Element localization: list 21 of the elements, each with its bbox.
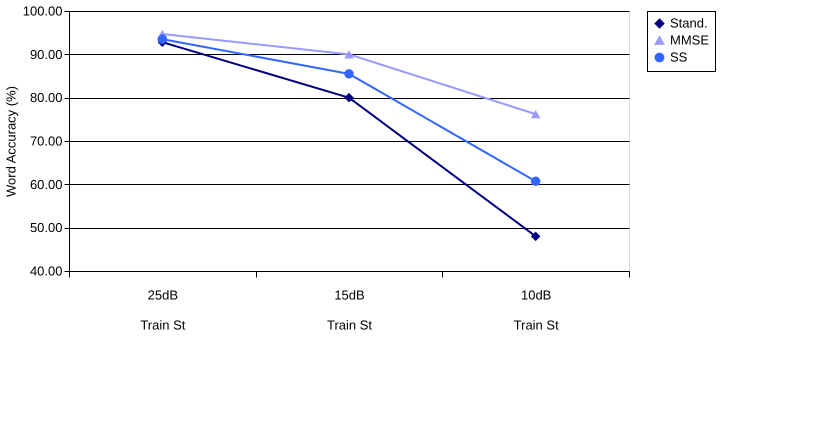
legend-label: MMSE — [670, 32, 710, 48]
y-tick-label: 60.00 — [30, 176, 62, 192]
point — [344, 92, 354, 102]
point — [530, 232, 540, 242]
point — [344, 50, 354, 58]
legend-label: SS — [670, 50, 688, 64]
x-tick-label: 25dB Train St — [140, 288, 186, 332]
x-tick-label: 10dB Train St — [514, 288, 560, 332]
y-tick-label: 40.00 — [30, 264, 62, 278]
point — [530, 176, 540, 186]
y-tick-label: 100.00 — [22, 4, 62, 18]
legend-label: Stand. — [670, 16, 708, 30]
y-tick-label: 80.00 — [30, 90, 62, 106]
point — [344, 69, 354, 79]
point — [530, 110, 540, 118]
point — [158, 34, 168, 44]
y-tick-label: 70.00 — [30, 134, 62, 148]
y-tick-label: 90.00 — [30, 46, 62, 62]
y-axis-title: Word Accuracy (%) — [4, 86, 19, 198]
y-tick-label: 50.00 — [30, 220, 62, 236]
x-tick-label: 15dB Train St — [326, 288, 372, 332]
